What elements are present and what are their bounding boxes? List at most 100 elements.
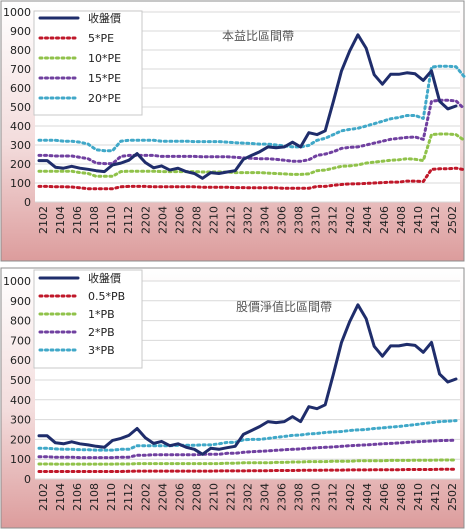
x-tick-label: 2112 <box>122 483 135 511</box>
x-tick-label: 2104 <box>54 206 67 234</box>
x-tick-label: 2502 <box>446 206 459 234</box>
x-tick-label: 2202 <box>139 483 152 511</box>
x-tick-label: 2410 <box>412 483 425 511</box>
x-tick-label: 2204 <box>156 483 169 511</box>
x-tick-label: 2502 <box>446 483 459 511</box>
series-line-1 <box>37 467 458 473</box>
legend: 收盤價 5*PE 10*PE 15*PE 20*PE <box>38 11 121 105</box>
y-tick-label: 800 <box>10 44 31 57</box>
x-tick-label: 2202 <box>139 206 152 234</box>
legend-label: 15*PE <box>88 72 121 85</box>
y-tick-label: 0 <box>24 473 31 486</box>
x-tick-label: 2206 <box>173 483 186 511</box>
y-tick-label: 200 <box>10 158 31 171</box>
x-tick-label: 2410 <box>412 206 425 234</box>
y-tick-label: 0 <box>24 196 31 209</box>
x-tick-label: 2212 <box>224 206 237 234</box>
chart-title: 股價淨值比區間帶 <box>236 299 332 314</box>
legend-label: 10*PE <box>88 52 121 65</box>
x-tick-label: 2108 <box>88 206 101 234</box>
x-axis: 2102 2104 2106 2108 2110 2112 2202 2204 2206 2208… <box>37 206 459 234</box>
series-lines <box>37 303 458 473</box>
x-axis: 2102 2104 2106 2108 2110 2112 2202 2204 2206 2208… <box>37 483 459 511</box>
y-tick-label: 900 <box>10 25 31 38</box>
x-tick-label: 2404 <box>361 483 374 511</box>
y-tick-label: 800 <box>10 315 31 328</box>
x-tick-label: 2102 <box>37 483 50 511</box>
x-tick-label: 2302 <box>242 483 255 511</box>
legend-label: 3*PB <box>88 344 115 357</box>
x-tick-label: 2204 <box>156 206 169 234</box>
y-tick-label: 700 <box>10 334 31 347</box>
y-tick-label: 300 <box>10 414 31 427</box>
legend-label: 收盤價 <box>88 271 121 285</box>
series-line-3 <box>37 98 466 166</box>
y-tick-label: 200 <box>10 433 31 446</box>
x-tick-label: 2308 <box>293 483 306 511</box>
legend-label: 1*PB <box>88 308 115 321</box>
x-tick-label: 2310 <box>310 483 323 511</box>
series-line-4 <box>37 64 466 153</box>
y-tick-label: 1000 <box>3 275 31 288</box>
y-tick-label: 400 <box>10 120 31 133</box>
x-tick-label: 2308 <box>293 206 306 234</box>
y-tick-label: 600 <box>10 82 31 95</box>
x-tick-label: 2402 <box>344 483 357 511</box>
y-tick-label: 500 <box>10 374 31 387</box>
x-tick-label: 2306 <box>276 206 289 234</box>
legend-label: 5*PE <box>88 32 114 45</box>
y-axis: 0 100 200 300 400 500 600 700 800 900 1000 <box>3 275 31 486</box>
series-line-0 <box>37 33 458 180</box>
series-line-2 <box>37 458 458 466</box>
series-line-2 <box>37 132 466 178</box>
series-lines <box>37 33 466 191</box>
x-tick-label: 2408 <box>395 483 408 511</box>
y-tick-label: 900 <box>10 295 31 308</box>
legend-label: 收盤價 <box>88 11 121 25</box>
y-tick-label: 100 <box>10 453 31 466</box>
series-line-0 <box>37 303 458 456</box>
y-tick-label: 100 <box>10 177 31 190</box>
x-tick-label: 2208 <box>190 483 203 511</box>
y-tick-label: 300 <box>10 139 31 152</box>
x-tick-label: 2102 <box>37 206 50 234</box>
x-tick-label: 2210 <box>207 206 220 234</box>
x-tick-label: 2208 <box>190 206 203 234</box>
x-tick-label: 2408 <box>395 206 408 234</box>
legend-label: 0.5*PB <box>88 290 125 303</box>
y-tick-label: 700 <box>10 63 31 76</box>
x-tick-label: 2110 <box>105 206 118 234</box>
y-tick-label: 500 <box>10 101 31 114</box>
x-tick-label: 2404 <box>361 206 374 234</box>
x-tick-label: 2106 <box>71 483 84 511</box>
x-tick-label: 2312 <box>327 206 340 234</box>
x-tick-label: 2312 <box>327 483 340 511</box>
x-tick-label: 2304 <box>259 483 272 511</box>
series-line-4 <box>37 419 458 452</box>
x-tick-label: 2310 <box>310 206 323 234</box>
y-tick-label: 400 <box>10 394 31 407</box>
x-tick-label: 2206 <box>173 206 186 234</box>
y-axis: 0 100 200 300 400 500 600 700 800 900 1000 <box>3 6 31 209</box>
x-tick-label: 2106 <box>71 206 84 234</box>
x-tick-label: 2112 <box>122 206 135 234</box>
x-tick-label: 2108 <box>88 483 101 511</box>
x-tick-label: 2104 <box>54 483 67 511</box>
legend-label: 20*PE <box>88 92 121 105</box>
x-tick-label: 2406 <box>378 483 391 511</box>
y-tick-label: 600 <box>10 354 31 367</box>
x-tick-label: 2406 <box>378 206 391 234</box>
legend-box <box>33 269 143 369</box>
x-tick-label: 2412 <box>429 483 442 511</box>
legend: 收盤價 0.5*PB 1*PB 2*PB 3*PB <box>38 271 125 357</box>
x-tick-label: 2412 <box>429 206 442 234</box>
x-tick-label: 2302 <box>242 206 255 234</box>
y-tick-label: 1000 <box>3 6 31 19</box>
x-tick-label: 2210 <box>207 483 220 511</box>
x-tick-label: 2402 <box>344 206 357 234</box>
legend-label: 2*PB <box>88 326 115 339</box>
x-tick-label: 2110 <box>105 483 118 511</box>
chart-title: 本益比區間帶 <box>222 29 294 43</box>
